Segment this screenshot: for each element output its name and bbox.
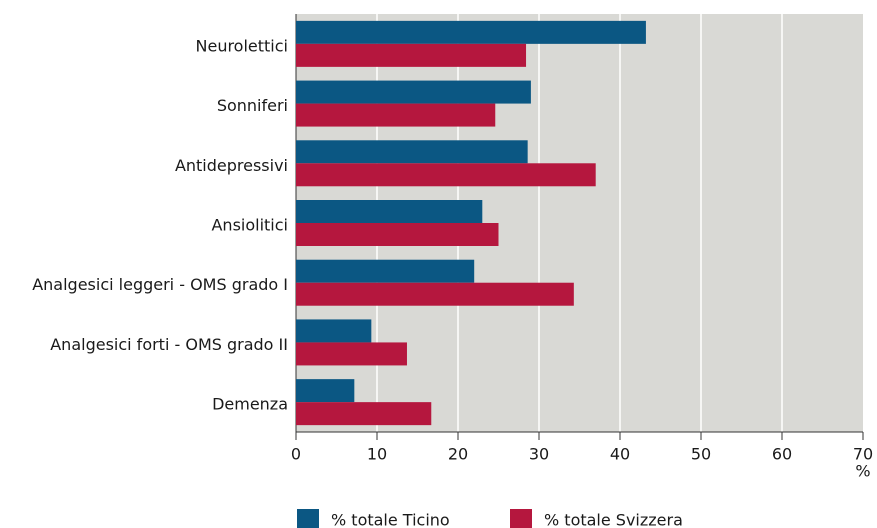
bar [296,223,499,246]
x-tick-label: 40 [610,445,630,464]
bar [296,103,496,127]
y-tick-label: Neurolettici [196,36,289,55]
y-tick-label: Analgesici forti - OMS grado II [50,335,288,354]
bar [296,282,574,306]
y-tick-label: Sonniferi [217,96,288,115]
x-tick-label: 30 [529,445,549,464]
bar [296,259,475,283]
bar [296,402,432,426]
x-tick-label: 50 [691,445,711,464]
y-tick-label: Analgesici leggeri - OMS grado I [32,275,288,294]
bar [296,140,528,164]
bar [296,43,527,67]
bar [296,342,407,366]
legend-swatch [510,509,532,528]
y-tick-label: Ansiolitici [211,216,288,235]
legend-swatch [297,509,319,528]
bar [296,20,646,44]
bar [296,319,372,343]
y-tick-label: Antidepressivi [175,156,288,175]
y-tick-label: Demenza [212,395,288,414]
legend-label: % totale Ticino [331,511,450,528]
x-axis-label: % [855,462,870,481]
bar [296,379,355,403]
bar [296,200,483,223]
legend-label: % totale Svizzera [544,511,683,528]
x-tick-label: 0 [291,445,301,464]
bar [296,163,596,187]
x-tick-label: 20 [448,445,468,464]
x-tick-label: 70 [853,445,873,464]
bar [296,80,531,104]
x-tick-label: 10 [367,445,387,464]
x-tick-label: 60 [772,445,792,464]
